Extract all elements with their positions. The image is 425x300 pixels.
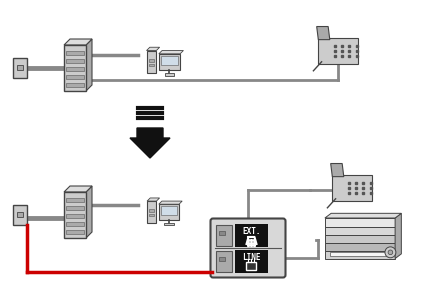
Bar xyxy=(325,235,395,243)
Bar xyxy=(164,74,174,76)
Polygon shape xyxy=(331,164,344,177)
Polygon shape xyxy=(395,213,401,259)
Bar xyxy=(147,201,156,223)
Bar xyxy=(219,257,225,261)
Bar xyxy=(159,54,180,70)
Polygon shape xyxy=(147,47,160,50)
Bar xyxy=(66,51,84,55)
Bar xyxy=(318,38,358,64)
Bar xyxy=(148,59,154,62)
Bar xyxy=(66,198,84,202)
Bar xyxy=(161,56,178,65)
Bar xyxy=(159,204,179,220)
Bar xyxy=(235,224,268,247)
Bar xyxy=(325,243,395,251)
Bar xyxy=(17,65,23,70)
Bar xyxy=(161,206,177,215)
Bar xyxy=(325,218,395,227)
Polygon shape xyxy=(317,26,330,40)
Circle shape xyxy=(385,247,396,258)
Bar xyxy=(66,222,84,226)
Bar xyxy=(66,230,84,233)
Polygon shape xyxy=(130,128,170,158)
Bar xyxy=(66,67,84,70)
Bar xyxy=(66,59,84,62)
Bar xyxy=(13,205,27,225)
Bar xyxy=(66,214,84,217)
Polygon shape xyxy=(325,213,401,218)
Bar xyxy=(325,227,395,235)
Bar xyxy=(66,75,84,79)
Text: LINE: LINE xyxy=(242,253,261,262)
Polygon shape xyxy=(147,198,159,201)
Bar xyxy=(216,225,232,246)
Polygon shape xyxy=(159,50,184,54)
Bar xyxy=(17,212,23,217)
Bar xyxy=(66,206,84,209)
Bar xyxy=(147,50,156,74)
Bar xyxy=(332,175,372,201)
Polygon shape xyxy=(86,39,92,91)
Bar xyxy=(64,192,86,238)
Bar xyxy=(330,252,390,256)
Bar xyxy=(219,231,225,235)
Bar xyxy=(325,251,395,259)
Bar xyxy=(246,262,257,270)
Polygon shape xyxy=(86,186,92,238)
Bar xyxy=(149,209,154,212)
Polygon shape xyxy=(64,186,92,192)
Bar xyxy=(235,250,268,273)
Polygon shape xyxy=(159,201,182,204)
Bar xyxy=(148,64,154,66)
Bar xyxy=(216,251,232,272)
Polygon shape xyxy=(64,39,92,45)
Bar xyxy=(13,58,27,78)
Bar xyxy=(64,45,86,91)
Circle shape xyxy=(388,250,393,255)
Text: EXT.: EXT. xyxy=(242,226,261,236)
FancyBboxPatch shape xyxy=(210,218,286,278)
Bar xyxy=(66,83,84,86)
Bar xyxy=(149,214,154,216)
Bar xyxy=(164,223,173,225)
